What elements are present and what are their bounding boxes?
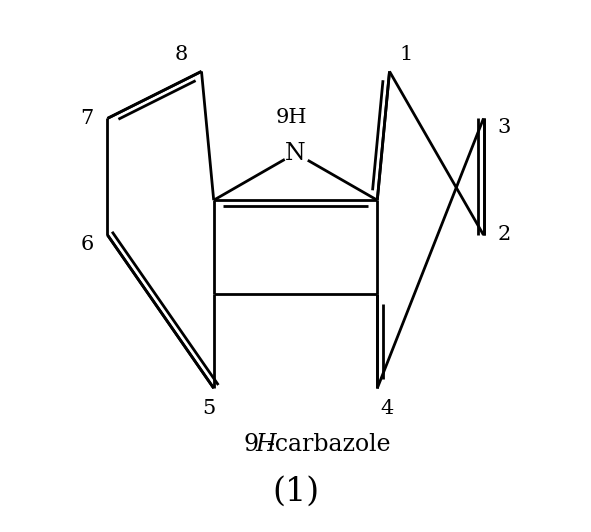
- Text: 4: 4: [380, 400, 394, 418]
- Text: 9: 9: [244, 433, 259, 456]
- Text: 8: 8: [174, 45, 187, 64]
- Text: 3: 3: [498, 118, 511, 137]
- Text: 2: 2: [498, 226, 511, 245]
- Text: 5: 5: [202, 400, 216, 418]
- Text: H: H: [255, 433, 276, 456]
- Text: (1): (1): [272, 476, 319, 508]
- Text: 6: 6: [80, 235, 93, 254]
- Text: N: N: [285, 142, 306, 165]
- Text: 9H: 9H: [276, 108, 307, 127]
- Text: 1: 1: [400, 45, 413, 64]
- Text: 7: 7: [80, 109, 93, 128]
- Text: -carbazole: -carbazole: [267, 433, 391, 456]
